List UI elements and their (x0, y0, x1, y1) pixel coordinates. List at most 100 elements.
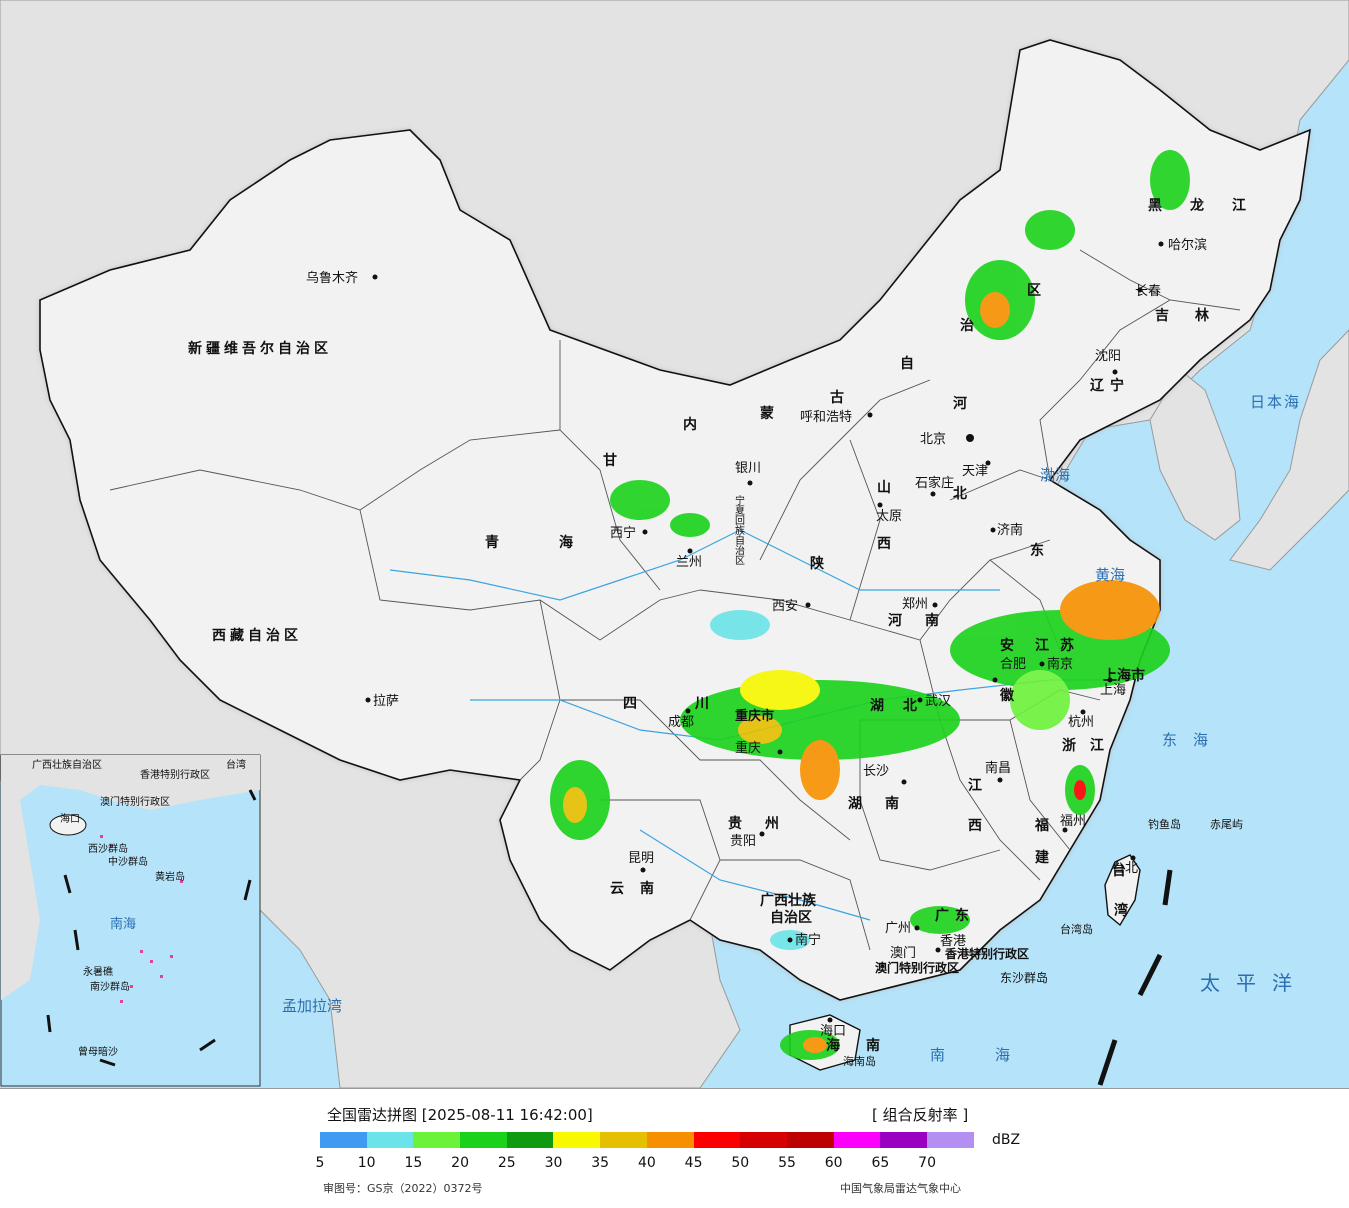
sea-pacific: 太平洋 (1200, 971, 1308, 995)
scale-swatch (553, 1132, 601, 1148)
label-meng: 蒙 (760, 405, 774, 422)
scale-tick-label: 5 (315, 1155, 325, 1171)
japan-land (1229, 329, 1349, 571)
color-scale-bar (320, 1132, 974, 1148)
label-hui: 徽 (999, 687, 1015, 704)
label-dong-gd: 东 (955, 907, 969, 924)
inset-labels: 广西壮族自治区 香港特别行政区 澳门特别行政区 台湾 海口 西沙群岛 中沙群岛 … (32, 758, 246, 1058)
city-hongkong: 香港 (940, 934, 966, 949)
label-yun: 云 (610, 881, 624, 897)
label-xi-shanxi: 西 (877, 536, 891, 552)
scale-swatch (646, 1132, 694, 1148)
city-chengdu: 成都 (668, 715, 694, 730)
legend-product: [ 组合反射率 ] (872, 1106, 969, 1124)
label-hubei-bei: 北 (903, 698, 917, 714)
label-hk-sar: 香港特别行政区 (944, 946, 1029, 961)
scale-swatch (833, 1132, 881, 1148)
label-gu: 古 (830, 389, 844, 406)
label-nan-hainan: 南 (866, 1037, 880, 1054)
legend-unit: dBZ (992, 1132, 1021, 1148)
city-taiyuan: 太原 (876, 509, 902, 524)
city-nanning: 南宁 (795, 932, 821, 948)
label-chiwei: 赤尾屿 (1210, 818, 1243, 831)
ningxia-label: 宁夏回族自治区 (733, 494, 745, 565)
sea-yellow: 黄海 (1095, 566, 1125, 584)
label-shaan: 陕 (810, 555, 824, 572)
scale-tick-label: 70 (918, 1155, 936, 1171)
legend: 全国雷达拼图 [2025-08-11 16:42:00] [ 组合反射率 ] 5… (0, 1089, 1349, 1208)
label-yun-nan: 南 (640, 880, 654, 897)
inset-yongshu: 永暑礁 (83, 965, 113, 978)
inset-taiwan: 台湾 (226, 758, 246, 771)
city-xian: 西安 (772, 599, 798, 614)
label-zhou: 州 (764, 816, 779, 832)
label-hunan-nan: 南 (885, 795, 899, 812)
label-bei: 北 (953, 486, 967, 502)
label-long: 龙 (1189, 197, 1204, 214)
korea-land (1149, 369, 1241, 541)
inset-guangxi: 广西壮族自治区 (32, 758, 102, 771)
label-he-hebei: 河 (953, 395, 967, 412)
label-qu: 区 (1027, 283, 1041, 299)
scale-swatch (926, 1132, 974, 1148)
label-zhe: 浙 (1062, 737, 1076, 754)
label-chongqing: 重庆市 (735, 708, 774, 724)
label-shanghai-shi: 上海市 (1103, 667, 1145, 684)
label-hai: 海 (826, 1037, 840, 1054)
scale-swatch (880, 1132, 927, 1148)
city-tianjin: 天津 (962, 464, 988, 479)
agency-name: 中国气象局雷达气象中心 (840, 1182, 961, 1195)
label-jiangsu-jiang: 江 (1035, 637, 1049, 654)
taiwan-land (1104, 854, 1141, 927)
city-guiyang: 贵阳 (730, 834, 756, 849)
inset-haikou: 海口 (60, 812, 80, 825)
sea-bohai: 渤海 (1040, 466, 1070, 484)
inset-zhongsha: 中沙群岛 (108, 855, 148, 868)
city-wuhan: 武汉 (925, 694, 951, 709)
label-qinghai: 青海 (485, 534, 633, 551)
label-hei: 黑 (1148, 198, 1162, 214)
scale-swatch (366, 1132, 414, 1148)
label-xizang: 西藏自治区 (212, 627, 302, 644)
label-wan: 湾 (1114, 902, 1128, 919)
label-hunan-hu: 湖 (848, 796, 862, 812)
city-macau: 澳门 (890, 945, 916, 961)
scale-swatch (786, 1132, 834, 1148)
scale-tick-label: 25 (497, 1155, 516, 1171)
inset-macau: 澳门特别行政区 (100, 795, 170, 808)
label-hainan-island: 海南岛 (843, 1054, 876, 1068)
label-jiangsu-su: 苏 (1060, 637, 1074, 654)
scale-tick-label: 45 (684, 1155, 703, 1171)
scale-swatch (506, 1132, 554, 1148)
legend-title: 全国雷达拼图 [2025-08-11 16:42:00] (327, 1106, 593, 1124)
city-hohhot: 呼和浩特 (800, 410, 852, 425)
label-jiangxi-jiang: 江 (968, 777, 982, 794)
label-guang: 广 (935, 907, 949, 924)
city-taipei: 台北 (1112, 861, 1138, 876)
label-chuan: 川 (694, 696, 709, 712)
city-chongqing: 重庆 (735, 740, 761, 756)
city-shijiazhuang: 石家庄 (915, 475, 954, 491)
city-fuzhou: 福州 (1060, 814, 1086, 829)
scale-tick-label: 20 (451, 1155, 469, 1171)
inset-zengmu: 曾母暗沙 (78, 1045, 118, 1058)
city-jinan: 济南 (997, 522, 1023, 538)
city-lanzhou: 兰州 (676, 555, 702, 570)
label-gan: 甘 (603, 452, 617, 469)
region-labels: 新疆维吾尔自治区 西藏自治区 青海 甘 四 川 云 南 内 蒙 古 自 治 区 … (188, 197, 1246, 1054)
radar-map[interactable]: 新疆维吾尔自治区 西藏自治区 青海 甘 四 川 云 南 内 蒙 古 自 治 区 … (0, 0, 1349, 1089)
label-henan-nan: 南 (925, 612, 939, 629)
label-ji: 吉 (1155, 307, 1169, 324)
label-zi: 自 (900, 355, 914, 372)
label-taiwan-island: 台湾岛 (1060, 922, 1093, 936)
scs-inset (0, 754, 261, 1087)
label-jiang-hlj: 江 (1232, 197, 1246, 214)
city-haikou: 海口 (820, 1024, 846, 1039)
scale-tick-label: 15 (404, 1155, 423, 1171)
label-diaoyu: 钓鱼岛 (1148, 817, 1181, 831)
inset-huangyan: 黄岩岛 (155, 870, 185, 883)
scale-tick-label: 10 (357, 1155, 376, 1171)
scale-tick-label: 55 (778, 1155, 796, 1171)
scale-swatch (413, 1132, 461, 1148)
label-shan: 山 (877, 480, 891, 496)
